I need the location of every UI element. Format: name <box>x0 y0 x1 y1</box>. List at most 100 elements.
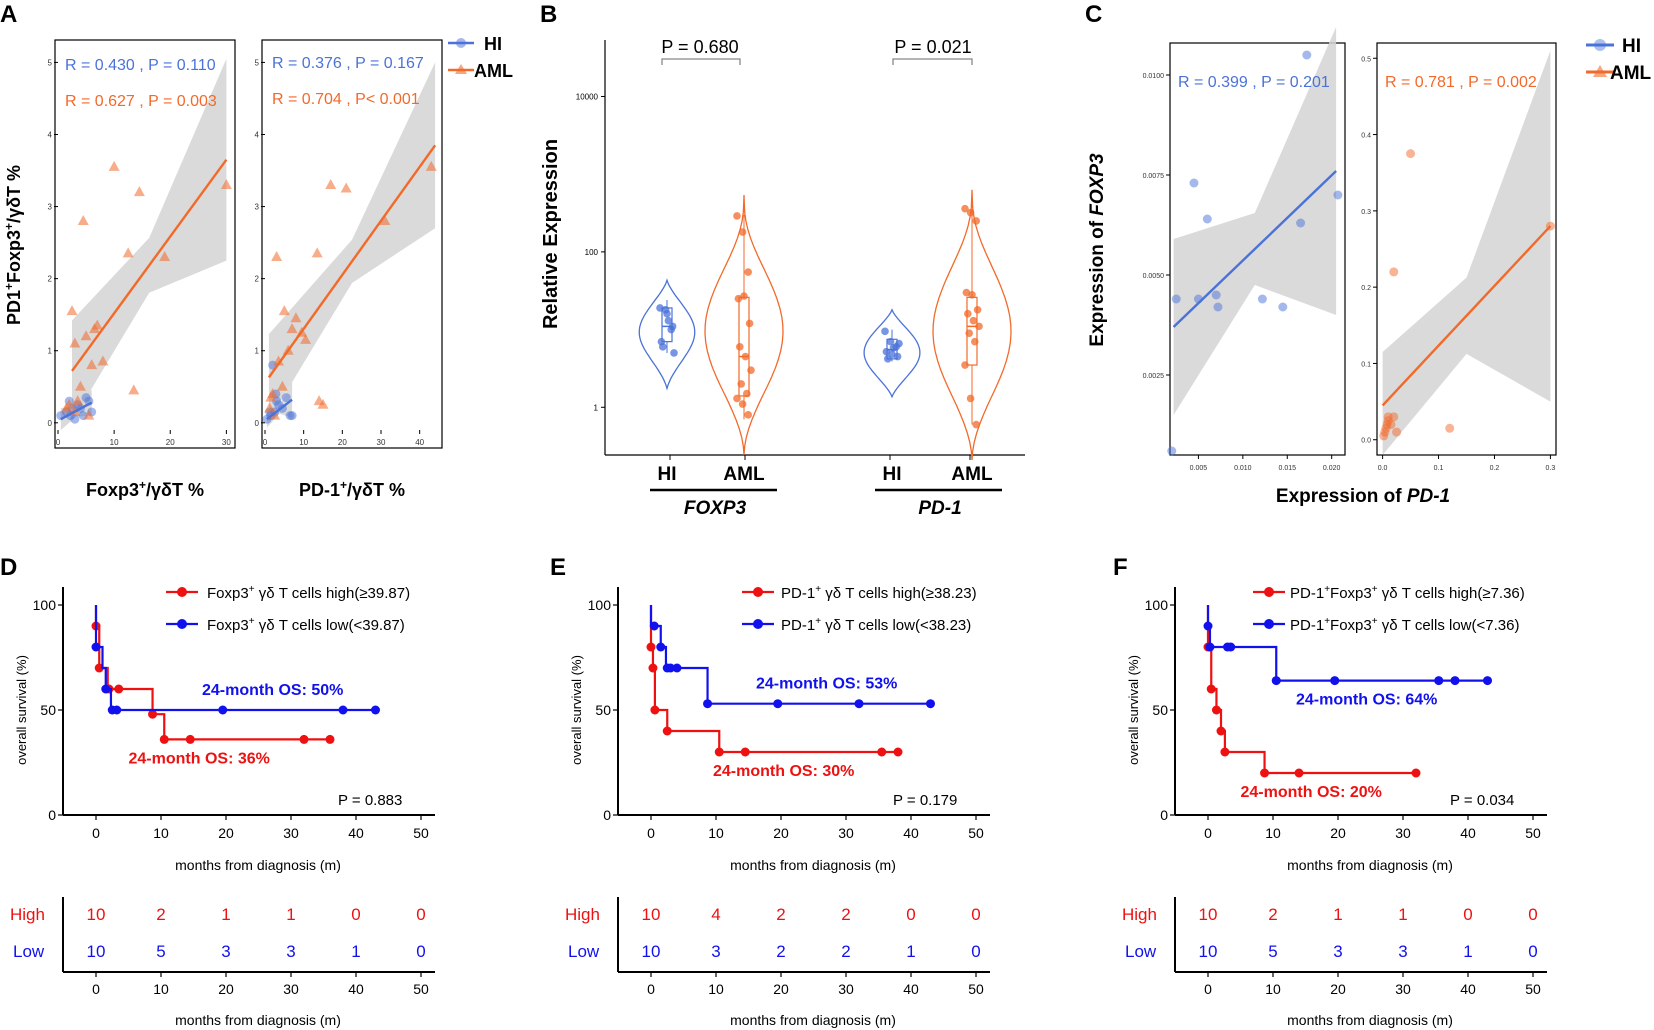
point-hi <box>1167 446 1177 456</box>
risk-count-low: 3 <box>221 942 230 961</box>
legend-low-tail: γδ T cells low(<7.36) <box>1378 617 1520 634</box>
data-point <box>975 322 983 331</box>
x-tick-label: 40 <box>903 825 919 841</box>
panel-b-bracket-pd1 <box>892 58 973 65</box>
legend-low-sup: + <box>1324 616 1330 627</box>
violin-aml <box>704 194 784 455</box>
risk-count-low: 3 <box>1333 942 1342 961</box>
x-tick-label: 20 <box>338 438 347 447</box>
panel-letter-d: D <box>0 554 17 581</box>
risk-count-high: 4 <box>711 905 720 924</box>
y-tick-label: 100 <box>1145 597 1169 613</box>
point-aml <box>83 409 95 420</box>
y-tick-label: 50 <box>595 702 611 718</box>
x-tick-label: 30 <box>283 825 299 841</box>
fit-line-hi <box>266 398 293 421</box>
fit-line-aml <box>71 159 228 372</box>
legend-high-marker <box>1264 587 1274 597</box>
legend-low-tail: γδ T cells low(<39.87) <box>255 617 405 634</box>
risk-label-low: Low <box>1125 942 1157 961</box>
data-point <box>668 322 677 331</box>
risk-count-low: 0 <box>971 942 980 961</box>
panel-a-right-xlabel-tail: /γδT % <box>347 480 405 500</box>
x-tick-label: 0 <box>56 438 61 447</box>
censor-mark-high <box>114 684 124 694</box>
x-tick-label: 0 <box>263 438 268 447</box>
y-tick-label: 5 <box>255 58 260 67</box>
y-tick-label: 0.5 <box>1361 56 1371 63</box>
risk-x-tick-label: 0 <box>92 981 100 997</box>
censor-mark-low <box>101 684 111 694</box>
panel-c-left-stat: R = 0.399 , P = 0.201 <box>1178 74 1330 91</box>
risk-x-tick-label: 30 <box>838 981 854 997</box>
legend-high-sup: + <box>249 584 255 595</box>
y-tick-label: 0.1 <box>1361 361 1371 368</box>
censor-mark-low <box>1450 676 1460 686</box>
x-tick-label: 40 <box>1460 825 1476 841</box>
fit-line-hi <box>1172 170 1337 328</box>
y-tick-label: 0 <box>48 807 56 823</box>
risk-count-low: 5 <box>1268 942 1277 961</box>
panel-b-pvalue-foxp3: P = 0.680 <box>661 37 738 57</box>
censor-mark-high <box>714 747 724 757</box>
censor-mark-high <box>148 709 158 719</box>
x-tick-label: 50 <box>1525 825 1541 841</box>
data-point <box>971 337 979 346</box>
point-aml <box>128 384 140 395</box>
panel-a-right-frame <box>261 39 443 449</box>
legend-high-marker <box>177 587 187 597</box>
risk-x-tick-label: 50 <box>1525 981 1541 997</box>
x-tick-label: 30 <box>1395 825 1411 841</box>
risk-label-high: High <box>1122 905 1157 924</box>
point-aml <box>313 395 325 406</box>
point-hi <box>1211 290 1221 300</box>
ci-band-aml <box>268 62 436 421</box>
data-point <box>670 349 678 357</box>
panel-b-group-aml-foxp3: AML <box>723 464 765 485</box>
legend-high-sup2: + <box>1372 584 1378 595</box>
panel-a-ylabel: PD1+Foxp3+/γδT % <box>2 165 24 325</box>
y-axis-label: overall survival (%) <box>569 655 584 765</box>
censor-mark-high <box>662 726 672 736</box>
data-point <box>738 400 747 408</box>
censor-mark-low <box>112 705 122 715</box>
censor-mark-low <box>1330 676 1340 686</box>
point-aml <box>80 330 92 341</box>
x-tick-label: 0.020 <box>1323 465 1341 472</box>
x-tick-label: 10 <box>1265 825 1281 841</box>
violin-aml <box>932 189 1012 461</box>
x-tick-label: 30 <box>377 438 386 447</box>
data-point <box>961 361 969 369</box>
data-point <box>969 316 978 325</box>
legend-high-sup: + <box>815 584 821 595</box>
legend-low-sup: + <box>815 616 821 627</box>
legend-low-label: PD-1+ γδ T cells low(<38.23) <box>781 616 971 634</box>
y-tick-label: 4 <box>255 130 260 139</box>
risk-label-low: Low <box>568 942 600 961</box>
panel-c-ylabel-prefix: Expression of <box>1087 216 1108 347</box>
censor-mark-high <box>1411 768 1421 778</box>
censor-mark-low <box>1271 676 1281 686</box>
panel-a-left-stat-hi: R = 0.430 , P = 0.110 <box>65 57 216 74</box>
panel-c-left-frame <box>1169 42 1346 456</box>
censor-mark-high <box>648 663 658 673</box>
y-tick-label: 0 <box>1160 807 1168 823</box>
censor-mark-high <box>893 747 903 757</box>
risk-count-high: 0 <box>416 905 425 924</box>
os-annotation-low: 24-month OS: 64% <box>1296 692 1437 709</box>
point-aml <box>72 395 84 406</box>
x-tick-label: 10 <box>110 438 119 447</box>
p-value: P = 0.883 <box>338 792 402 809</box>
violin-hi <box>863 308 921 399</box>
point-aml <box>66 305 78 316</box>
y-tick-label: 1 <box>594 403 599 412</box>
point-aml <box>77 214 89 225</box>
risk-x-tick-label: 40 <box>1460 981 1476 997</box>
legend-low-tail: γδ T cells low(<38.23) <box>821 617 971 634</box>
censor-mark-low <box>666 663 675 673</box>
legend-low-main: PD-1 <box>1290 617 1324 634</box>
panel-a-right-plot: 0 10 20 30 40 0 1 2 3 4 5 <box>255 58 437 447</box>
risk-count-high: 2 <box>841 905 850 924</box>
